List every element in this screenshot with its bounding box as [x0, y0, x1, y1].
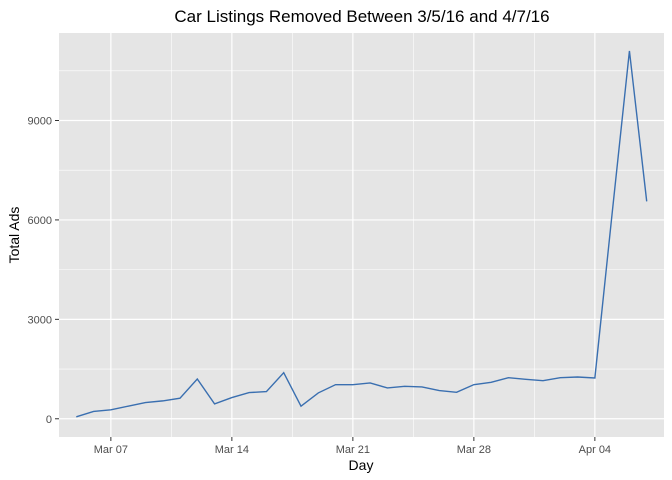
y-tick-label: 6000 — [28, 215, 52, 227]
y-tick-label: 9000 — [28, 115, 52, 127]
minor-gridlines — [59, 33, 664, 437]
x-tick-label: Mar 21 — [336, 444, 370, 456]
x-axis: Mar 07 Mar 14 Mar 21 Mar 28 Apr 04 — [94, 437, 611, 456]
series-line — [76, 50, 648, 418]
chart-title: Car Listings Removed Between 3/5/16 and … — [174, 7, 549, 26]
major-gridlines — [59, 33, 664, 437]
y-axis: 0 3000 6000 9000 — [28, 115, 59, 426]
plot-panel — [59, 33, 664, 437]
y-tick-label: 0 — [46, 414, 52, 426]
x-tick-label: Mar 14 — [215, 444, 249, 456]
x-axis-title: Day — [349, 457, 374, 473]
x-tick-label: Apr 04 — [579, 444, 611, 456]
x-tick-label: Mar 07 — [94, 444, 128, 456]
y-axis-title: Total Ads — [6, 207, 22, 264]
y-tick-label: 3000 — [28, 314, 52, 326]
x-tick-label: Mar 28 — [457, 444, 491, 456]
